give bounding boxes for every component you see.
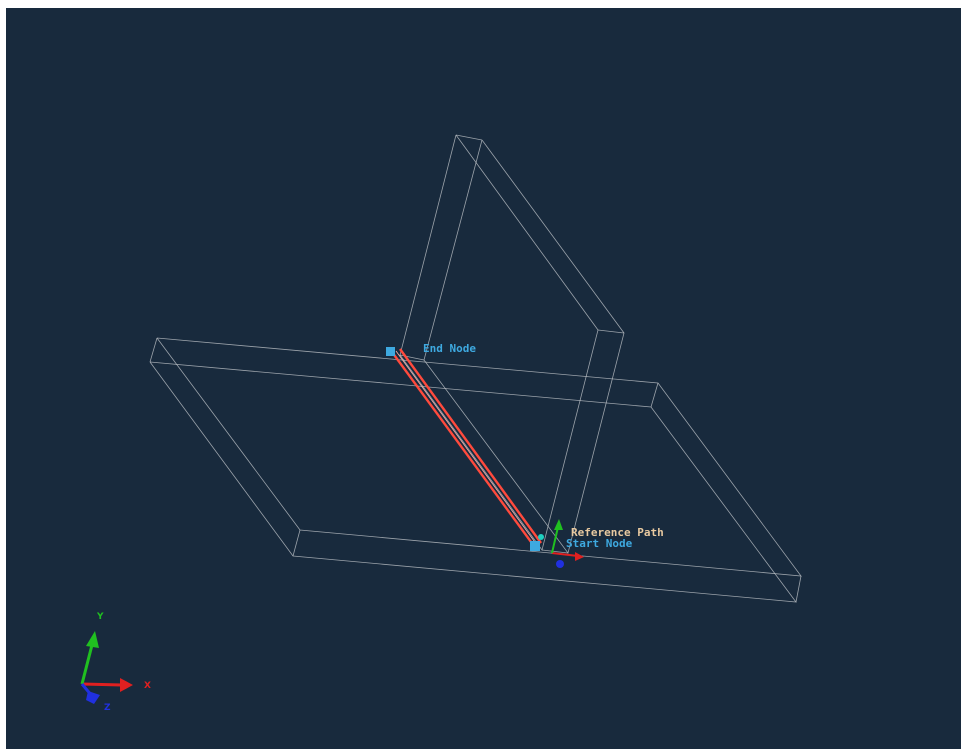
weld-path[interactable]: [391, 348, 542, 547]
vertical-plate-wireframe[interactable]: [399, 134, 625, 554]
graphics-viewport[interactable]: [6, 8, 961, 749]
reference-triad[interactable]: [551, 519, 584, 568]
global-z-label: Z: [104, 703, 111, 713]
start-node-label: Start Node: [566, 537, 633, 550]
reference-x-arrow: [551, 552, 579, 557]
global-y-arrow: [80, 644, 94, 685]
horizontal-plate-wireframe[interactable]: [149, 337, 802, 603]
reference-z-marker: [556, 560, 564, 568]
global-axis-triad: X Y Z: [80, 612, 151, 713]
global-x-arrowhead: [120, 678, 133, 692]
reference-y-arrowhead: [554, 519, 563, 530]
start-node-handle[interactable]: [538, 534, 544, 540]
global-y-arrowhead: [86, 631, 99, 648]
global-y-label: Y: [96, 612, 104, 622]
reference-path-label: Reference Path: [571, 526, 664, 539]
end-node-marker[interactable]: [386, 347, 395, 356]
reference-x-arrowhead: [575, 552, 584, 561]
reference-y-arrow: [551, 526, 559, 554]
end-node-label: End Node: [423, 342, 476, 355]
global-x-arrow: [81, 682, 123, 687]
global-z-arrowhead: [86, 691, 100, 704]
start-node-marker[interactable]: [530, 541, 540, 551]
global-x-label: X: [144, 681, 151, 691]
